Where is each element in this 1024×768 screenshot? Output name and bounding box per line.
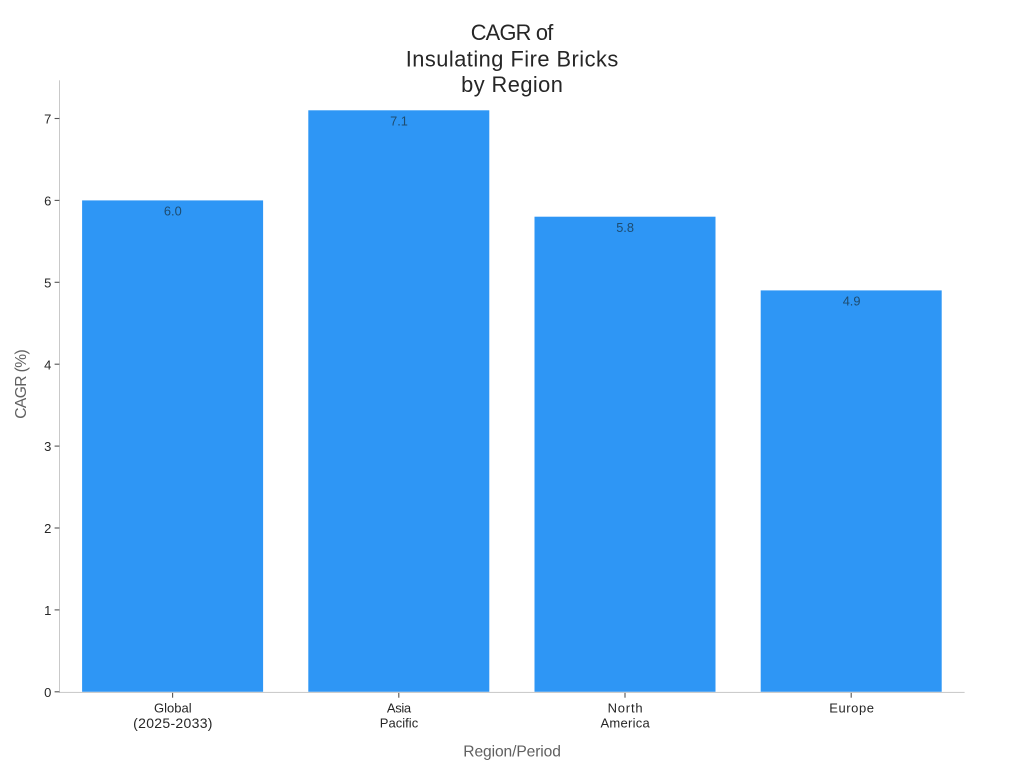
svg-text:7.1: 7.1 [390,114,408,129]
svg-text:6: 6 [44,194,51,209]
svg-text:Global: Global [154,701,192,716]
svg-text:1: 1 [44,603,51,618]
svg-text:Pacific: Pacific [380,716,419,731]
svg-text:Asia: Asia [387,701,412,716]
svg-text:Europe: Europe [829,701,874,716]
svg-text:America: America [601,716,651,731]
svg-text:by Region: by Region [461,72,563,97]
svg-text:4: 4 [44,357,51,372]
svg-text:CAGR (%): CAGR (%) [13,349,30,419]
svg-text:5: 5 [44,275,51,290]
svg-text:Region/Period: Region/Period [463,744,561,761]
svg-text:Insulating Fire Bricks: Insulating Fire Bricks [406,46,619,71]
svg-text:6.0: 6.0 [164,204,182,219]
svg-text:2: 2 [44,521,51,536]
svg-text:North: North [608,701,643,716]
svg-text:5.8: 5.8 [616,220,634,235]
svg-text:(2025-2033): (2025-2033) [133,715,212,731]
svg-text:4.9: 4.9 [843,294,861,309]
svg-text:3: 3 [44,439,51,454]
svg-text:7: 7 [44,112,51,127]
svg-text:CAGR of: CAGR of [471,20,555,45]
svg-text:0: 0 [44,685,51,700]
